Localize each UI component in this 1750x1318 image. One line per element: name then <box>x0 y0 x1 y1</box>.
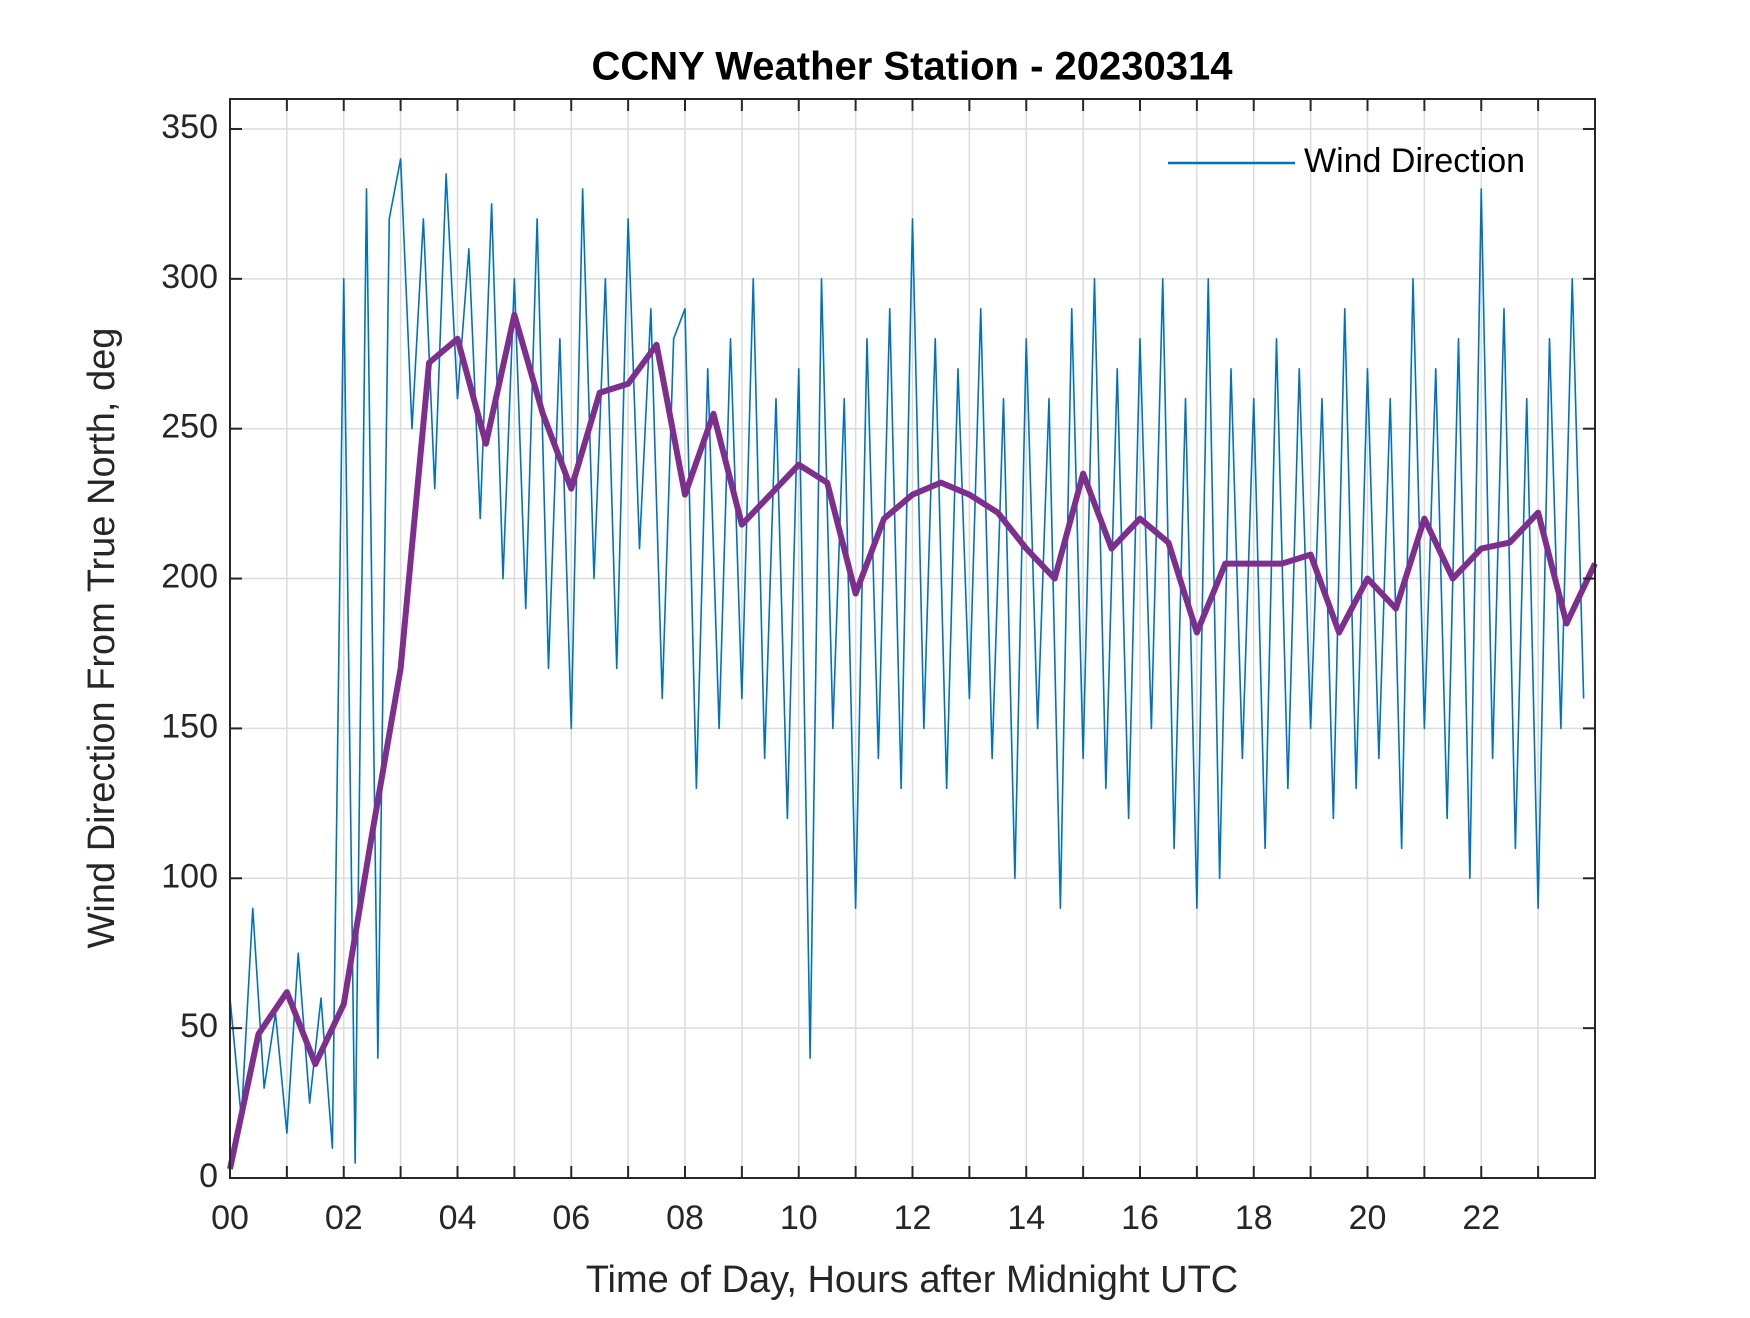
y-tick-label: 150 <box>161 707 218 745</box>
y-axis-label: Wind Direction From True North, deg <box>81 328 123 949</box>
x-tick-label: 20 <box>1349 1199 1387 1237</box>
y-tick-label: 200 <box>161 558 218 596</box>
x-tick-label: 02 <box>325 1199 363 1237</box>
grid <box>229 99 1595 1179</box>
x-tick-label: 16 <box>1121 1199 1159 1237</box>
x-tick-label: 06 <box>552 1199 590 1237</box>
axes-box <box>229 98 1596 1179</box>
y-tick-label: 350 <box>161 108 218 146</box>
data-line <box>227 311 1598 1170</box>
x-tick-label: 14 <box>1007 1199 1045 1237</box>
legend-label: Wind Direction <box>1304 142 1525 180</box>
x-tick-label: 00 <box>211 1199 249 1237</box>
axes: 0 50 100 150 200 250 300 350 00 02 04 06 08 10 12 14 16 1… <box>161 98 1596 1237</box>
x-tick-label: 18 <box>1235 1199 1273 1237</box>
plot-area <box>227 158 1598 1170</box>
x-tick-label: 08 <box>666 1199 704 1237</box>
y-tick-label: 250 <box>161 408 218 446</box>
y-tick-label: 300 <box>161 258 218 296</box>
x-tick-label: 10 <box>780 1199 818 1237</box>
y-tick-label: 0 <box>199 1157 218 1195</box>
x-tick-label: 12 <box>894 1199 932 1237</box>
data-line <box>229 158 1585 1164</box>
x-tick-label: 22 <box>1462 1199 1500 1237</box>
x-axis-label: Time of Day, Hours after Midnight UTC <box>586 1259 1239 1301</box>
chart-title: CCNY Weather Station - 20230314 <box>592 45 1234 89</box>
y-tick-label: 50 <box>180 1007 218 1045</box>
y-tick-label: 100 <box>161 857 218 895</box>
x-tick-label: 04 <box>439 1199 477 1237</box>
